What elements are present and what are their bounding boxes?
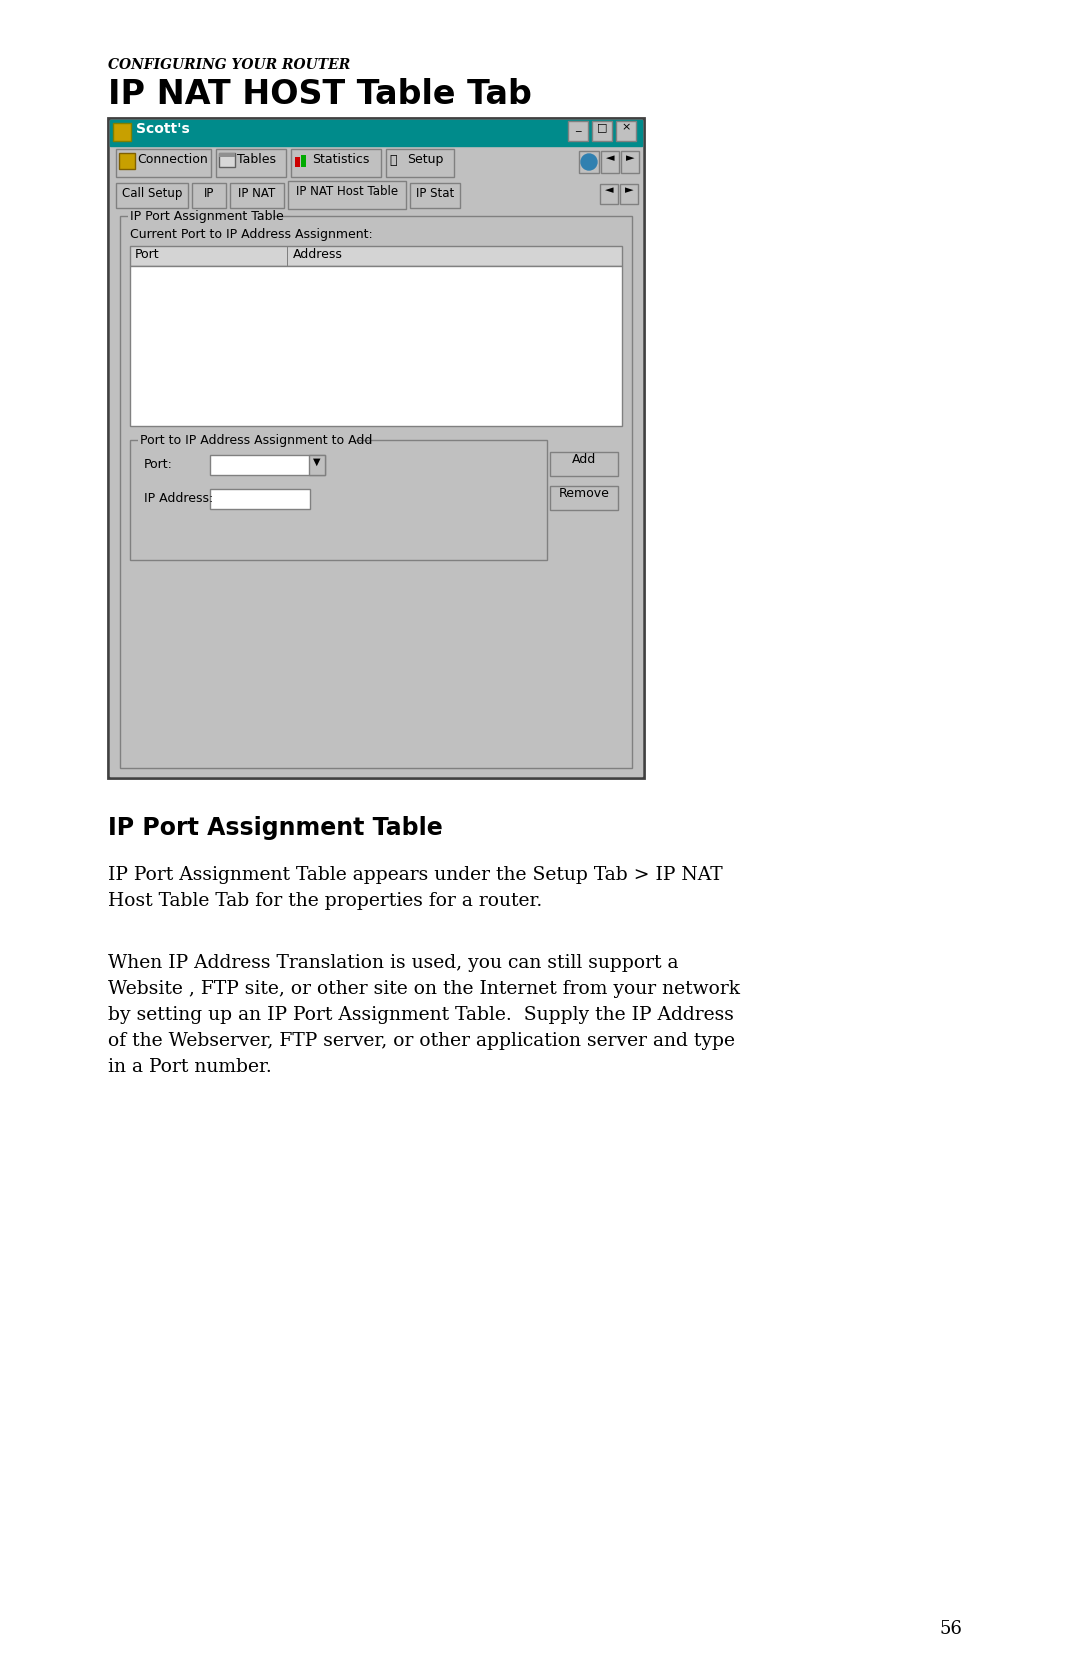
Text: IP NAT HOST Table Tab: IP NAT HOST Table Tab <box>108 78 531 112</box>
Text: IP Port Assignment Table: IP Port Assignment Table <box>108 816 443 840</box>
Bar <box>110 210 642 774</box>
Text: ►: ► <box>625 154 634 164</box>
Text: ◄: ◄ <box>605 185 613 195</box>
Bar <box>130 441 546 561</box>
Bar <box>616 120 636 140</box>
Bar <box>129 215 273 225</box>
Text: □: □ <box>597 122 607 132</box>
Bar <box>295 157 300 167</box>
Bar <box>386 149 454 177</box>
Bar <box>291 149 381 177</box>
Text: Host Table Tab for the properties for a router.: Host Table Tab for the properties for a … <box>108 891 542 910</box>
Bar <box>568 120 588 140</box>
Text: IP NAT: IP NAT <box>239 187 275 200</box>
Text: in a Port number.: in a Port number. <box>108 1058 272 1077</box>
Bar <box>116 184 188 209</box>
Bar <box>210 456 325 476</box>
Bar <box>288 180 406 209</box>
Text: Remove: Remove <box>558 487 609 501</box>
Bar <box>579 150 599 174</box>
Text: 🍴: 🍴 <box>389 154 396 167</box>
Text: Scott's: Scott's <box>136 122 190 135</box>
Bar <box>110 120 642 776</box>
Text: _: _ <box>576 122 581 132</box>
Text: Website , FTP site, or other site on the Internet from your network: Website , FTP site, or other site on the… <box>108 980 740 998</box>
Bar <box>219 154 235 167</box>
Bar <box>130 265 622 426</box>
Text: Call Setup: Call Setup <box>122 187 183 200</box>
Bar <box>108 118 644 778</box>
Text: IP Port Assignment Table appears under the Setup Tab > IP NAT: IP Port Assignment Table appears under t… <box>108 866 723 885</box>
Bar <box>600 184 618 204</box>
Bar <box>113 124 131 140</box>
Text: ◄: ◄ <box>606 154 615 164</box>
Bar <box>301 155 306 167</box>
Text: Tables: Tables <box>237 154 276 165</box>
Text: ×: × <box>621 122 631 132</box>
Text: IP Stat: IP Stat <box>416 187 454 200</box>
Bar <box>210 489 310 509</box>
Bar <box>130 245 622 265</box>
Text: Port to IP Address Assignment to Add: Port to IP Address Assignment to Add <box>140 434 373 447</box>
Bar <box>119 154 135 169</box>
Bar <box>110 180 642 210</box>
Text: by setting up an IP Port Assignment Table.  Supply the IP Address: by setting up an IP Port Assignment Tabl… <box>108 1006 734 1025</box>
Bar <box>230 184 284 209</box>
Text: 56: 56 <box>940 1621 962 1637</box>
Text: ►: ► <box>624 185 633 195</box>
Bar <box>219 154 235 157</box>
Text: Current Port to IP Address Assignment:: Current Port to IP Address Assignment: <box>130 229 373 240</box>
Bar <box>120 215 632 768</box>
Bar <box>600 150 619 174</box>
Bar <box>309 456 325 476</box>
Text: Port: Port <box>135 249 160 260</box>
Text: Connection: Connection <box>137 154 207 165</box>
Bar <box>138 439 356 449</box>
Circle shape <box>581 154 597 170</box>
Text: ▼: ▼ <box>313 457 321 467</box>
Bar <box>110 145 642 180</box>
Text: Port:: Port: <box>144 457 173 471</box>
Text: IP NAT Host Table: IP NAT Host Table <box>296 185 399 199</box>
Bar <box>550 452 618 476</box>
Text: Statistics: Statistics <box>312 154 369 165</box>
Text: When IP Address Translation is used, you can still support a: When IP Address Translation is used, you… <box>108 955 678 971</box>
Bar <box>216 149 286 177</box>
Text: Setup: Setup <box>407 154 444 165</box>
Bar <box>592 120 612 140</box>
Text: CONFIGURING YOUR ROUTER: CONFIGURING YOUR ROUTER <box>108 58 350 72</box>
Bar <box>116 149 211 177</box>
Bar <box>621 150 639 174</box>
Bar <box>550 486 618 511</box>
Text: IP Port Assignment Table: IP Port Assignment Table <box>130 210 284 224</box>
Text: Add: Add <box>572 452 596 466</box>
Bar <box>110 120 642 145</box>
Text: IP: IP <box>204 187 214 200</box>
Bar <box>410 184 460 209</box>
Text: IP Address:: IP Address: <box>144 492 213 506</box>
Bar <box>620 184 638 204</box>
Text: of the Webserver, FTP server, or other application server and type: of the Webserver, FTP server, or other a… <box>108 1031 735 1050</box>
Text: Address: Address <box>293 249 342 260</box>
Bar <box>192 184 226 209</box>
